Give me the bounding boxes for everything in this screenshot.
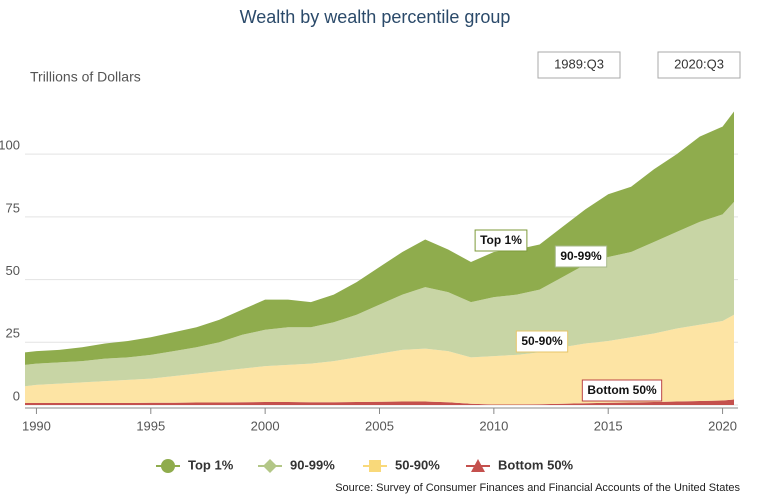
x-tick-label: 1995: [136, 418, 165, 433]
legend-label[interactable]: Bottom 50%: [498, 457, 574, 472]
y-axis-label: Trillions of Dollars: [30, 69, 141, 85]
area: [25, 314, 734, 405]
x-tick-label: 2000: [251, 418, 280, 433]
y-tick-label: 50: [6, 263, 20, 278]
y-tick-label: 25: [6, 326, 20, 341]
legend-marker[interactable]: [161, 459, 175, 473]
legend-label[interactable]: 50-90%: [395, 457, 440, 472]
annotation-box: [554, 245, 608, 268]
range-end[interactable]: 2020:Q3: [674, 56, 724, 71]
legend-marker[interactable]: [471, 459, 485, 472]
y-tick-label: 0: [13, 388, 20, 403]
legend-label[interactable]: 90-99%: [290, 457, 335, 472]
y-tick-label: 75: [6, 200, 20, 215]
series-annotation: Top 1%: [480, 233, 522, 247]
range-box[interactable]: [657, 51, 741, 79]
series-annotation: 50-90%: [521, 334, 563, 348]
area: [25, 399, 734, 405]
y-tick-label: 100: [0, 138, 20, 153]
legend-marker[interactable]: [369, 460, 381, 472]
range-box[interactable]: [537, 51, 621, 79]
area: [25, 111, 734, 365]
range-start[interactable]: 1989:Q3: [554, 56, 604, 71]
chart-title: Wealth by wealth percentile group: [240, 7, 511, 27]
annotation-box: [474, 229, 528, 252]
annotation-box: [581, 379, 663, 402]
x-tick-label: 2020: [708, 418, 737, 433]
x-tick-label: 2005: [365, 418, 394, 433]
series-annotation: 90-99%: [560, 249, 602, 263]
legend-label[interactable]: Top 1%: [188, 457, 234, 472]
x-tick-label: 2015: [594, 418, 623, 433]
source-note: Source: Survey of Consumer Finances and …: [335, 482, 740, 494]
legend-marker[interactable]: [263, 459, 277, 473]
x-tick-label: 1990: [22, 418, 51, 433]
annotation-box: [515, 330, 569, 353]
series-annotation: Bottom 50%: [587, 383, 657, 397]
x-tick-label: 2010: [479, 418, 508, 433]
